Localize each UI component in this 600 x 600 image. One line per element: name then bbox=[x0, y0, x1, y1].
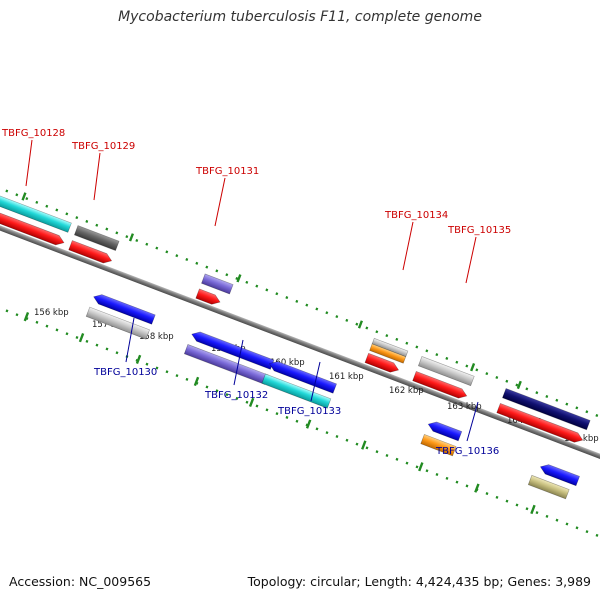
gene-red-forward[interactable] bbox=[496, 403, 585, 444]
gene-red-forward[interactable] bbox=[0, 207, 66, 248]
gene-leader-line bbox=[214, 177, 226, 227]
gene-leader-line bbox=[25, 139, 33, 187]
gene-cyan-forward[interactable] bbox=[0, 192, 72, 233]
gene-label-tbfg_10132[interactable]: TBFG_10132 bbox=[204, 390, 268, 401]
accession-text: Accession: NC_009565 bbox=[9, 574, 152, 589]
gene-label-tbfg_10131[interactable]: TBFG_10131 bbox=[195, 166, 259, 177]
gene-label-tbfg_10136[interactable]: TBFG_10136 bbox=[435, 446, 499, 457]
reverse-tick-line bbox=[5, 309, 599, 537]
major-tick bbox=[236, 274, 242, 283]
gene-blue-reverse[interactable] bbox=[190, 329, 275, 370]
major-tick bbox=[516, 380, 522, 390]
major-tick bbox=[135, 354, 142, 364]
major-tick bbox=[78, 333, 85, 343]
gene-leader-line bbox=[125, 317, 135, 363]
major-tick bbox=[470, 363, 476, 372]
gene-label-tbfg_10129[interactable]: TBFG_10129 bbox=[71, 141, 135, 152]
gene-cyan-reverse[interactable] bbox=[261, 373, 332, 409]
tick-label: 162 kbp bbox=[389, 386, 424, 396]
gene-label-tbfg_10130[interactable]: TBFG_10130 bbox=[93, 367, 157, 378]
major-tick bbox=[474, 483, 480, 493]
major-tick bbox=[357, 320, 363, 329]
gene-darkgray-forward[interactable] bbox=[74, 225, 120, 251]
gene-red-forward[interactable] bbox=[412, 371, 469, 400]
gene-leader-line bbox=[93, 152, 101, 201]
gene-label-tbfg_10135[interactable]: TBFG_10135 bbox=[447, 225, 511, 236]
gene-red-forward[interactable] bbox=[364, 352, 400, 374]
major-tick bbox=[305, 419, 312, 429]
gene-leader-line bbox=[310, 361, 321, 402]
gene-leader-line bbox=[466, 401, 479, 442]
gene-leader-line bbox=[233, 339, 244, 386]
gene-orange-reverse[interactable] bbox=[420, 434, 457, 457]
tick-label: 156 kbp bbox=[34, 308, 69, 318]
forward-tick-line bbox=[5, 189, 599, 418]
major-tick bbox=[361, 440, 367, 450]
gene-tan-reverse[interactable] bbox=[527, 474, 570, 500]
gene-label-tbfg_10134[interactable]: TBFG_10134 bbox=[384, 210, 448, 221]
tick-label: 160 kbp bbox=[270, 358, 305, 368]
gene-orange-forward[interactable] bbox=[369, 343, 407, 364]
tick-label: 161 kbp bbox=[329, 372, 364, 382]
gene-lightgray-forward[interactable] bbox=[417, 356, 475, 387]
tick-label: 158 kbp bbox=[139, 332, 174, 342]
gene-navy-forward[interactable] bbox=[502, 388, 591, 431]
gene-blue-reverse[interactable] bbox=[268, 359, 337, 394]
major-tick bbox=[248, 397, 255, 408]
gene-label-tbfg_10133[interactable]: TBFG_10133 bbox=[277, 406, 341, 417]
gene-blue-reverse[interactable] bbox=[426, 419, 463, 442]
gene-leader-line bbox=[465, 236, 477, 284]
major-tick bbox=[418, 462, 424, 472]
major-tick bbox=[530, 504, 536, 515]
major-tick bbox=[193, 376, 200, 387]
gene-label-tbfg_10128[interactable]: TBFG_10128 bbox=[1, 128, 65, 139]
gene-slate-forward[interactable] bbox=[201, 273, 234, 295]
genome-backbone bbox=[0, 211, 600, 487]
gene-red-forward[interactable] bbox=[68, 240, 114, 266]
major-tick bbox=[128, 233, 135, 242]
gene-blue-reverse[interactable] bbox=[92, 292, 156, 325]
gene-red-forward[interactable] bbox=[195, 288, 222, 307]
genome-summary: Topology: circular; Length: 4,424,435 bp… bbox=[247, 574, 591, 589]
gene-leader-line bbox=[402, 221, 414, 271]
gene-lightgray-reverse[interactable] bbox=[85, 306, 150, 340]
major-tick bbox=[23, 312, 30, 322]
tick-label: 163 kbp bbox=[447, 402, 482, 412]
map-title: Mycobacterium tuberculosis F11, complete… bbox=[118, 9, 482, 25]
major-tick bbox=[21, 192, 27, 201]
gene-blue-reverse[interactable] bbox=[539, 462, 580, 487]
